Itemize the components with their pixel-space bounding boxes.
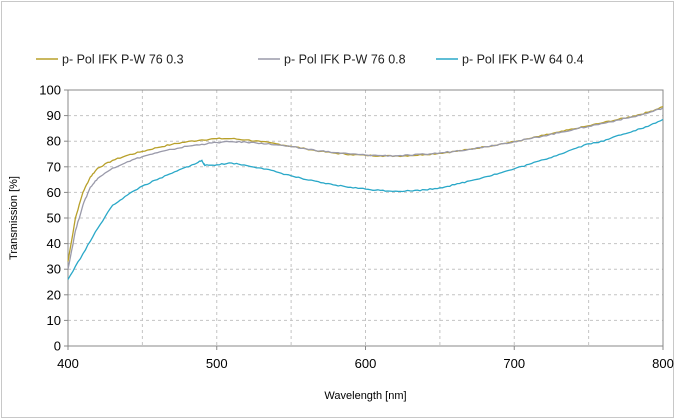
x-tick-label: 800	[652, 356, 674, 371]
series-line-3	[67, 118, 664, 280]
y-tick-label: 60	[47, 185, 61, 200]
y-tick-label: 30	[47, 262, 61, 277]
y-tick-label: 0	[54, 339, 61, 354]
legend-label-3: p- Pol IFK P-W 64 0.4	[462, 53, 584, 67]
y-tick-label: 100	[39, 83, 61, 98]
legend-label-2: p- Pol IFK P-W 76 0.8	[284, 53, 406, 67]
y-tick-label: 90	[47, 108, 61, 123]
y-tick-label: 40	[47, 236, 61, 251]
x-tick-label: 600	[355, 356, 377, 371]
x-tick-label: 700	[503, 356, 525, 371]
series-line-2	[67, 107, 664, 270]
x-axis-ticks: 400 500 600 700 800	[57, 346, 674, 371]
y-tick-label: 80	[47, 134, 61, 149]
y-axis-ticks: 0 10 20 30 40 50 60 70 80 90 100	[39, 83, 68, 354]
x-tick-label: 500	[206, 356, 228, 371]
y-tick-label: 70	[47, 159, 61, 174]
grid	[68, 90, 663, 346]
legend-label-1: p- Pol IFK P-W 76 0.3	[62, 53, 184, 67]
x-tick-label: 400	[57, 356, 79, 371]
legend: p- Pol IFK P-W 76 0.3 p- Pol IFK P-W 76 0…	[36, 53, 584, 67]
y-tick-label: 50	[47, 211, 61, 226]
y-axis-title: Transmission [%]	[8, 176, 20, 260]
x-axis-title: Wavelength [nm]	[324, 390, 406, 402]
y-tick-label: 10	[47, 313, 61, 328]
series-group	[67, 105, 664, 280]
y-tick-label: 20	[47, 287, 61, 302]
